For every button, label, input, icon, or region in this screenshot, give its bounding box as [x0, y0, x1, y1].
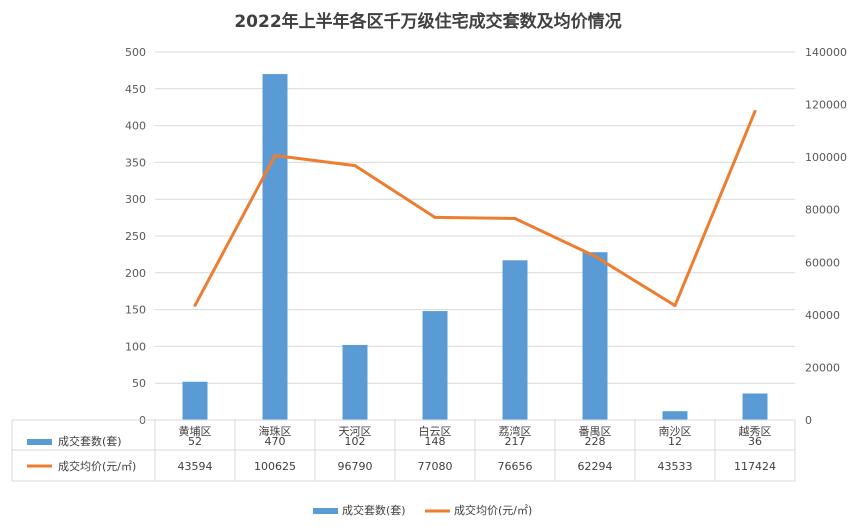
category-label: 越秀区 [739, 424, 772, 438]
line-point-0 [193, 303, 197, 307]
table-row-header-count: 成交套数(套) [58, 434, 122, 448]
price-cell: 43594 [178, 460, 213, 473]
left-tick-label: 100 [125, 340, 146, 353]
line-series [193, 109, 757, 308]
left-tick-label: 450 [125, 83, 146, 96]
right-tick-label: 60000 [805, 256, 840, 269]
left-tick-label: 400 [125, 120, 146, 133]
legend-label-count: 成交套数(套) [342, 503, 406, 517]
right-tick-label: 140000 [805, 46, 847, 59]
left-tick-label: 200 [125, 267, 146, 280]
legend-key-bar [313, 508, 338, 514]
left-tick-label: 500 [125, 46, 146, 59]
left-tick-label: 250 [125, 230, 146, 243]
price-cell: 100625 [254, 460, 296, 473]
count-cell: 12 [668, 435, 682, 448]
right-tick-label: 40000 [805, 309, 840, 322]
bar-1 [262, 74, 288, 420]
category-label: 荔湾区 [499, 424, 532, 438]
line-point-5 [593, 254, 597, 258]
count-cell: 36 [748, 435, 762, 448]
price-cell: 77080 [418, 460, 453, 473]
category-label: 南沙区 [659, 425, 692, 438]
price-cell: 43533 [658, 460, 693, 473]
price-cell: 96790 [338, 460, 373, 473]
count-cell: 148 [425, 435, 446, 448]
bar-3 [422, 311, 448, 420]
left-tick-label: 300 [125, 193, 146, 206]
right-axis-ticks: 0 20000 40000 60000 80000 100000 120000 140000 [805, 46, 847, 427]
bar-5 [582, 252, 608, 420]
line-point-6 [673, 304, 677, 308]
category-label: 白云区 [419, 424, 452, 438]
left-tick-label: 350 [125, 156, 146, 169]
price-line [193, 110, 757, 308]
bar-7 [742, 393, 768, 420]
count-cell: 217 [505, 435, 526, 448]
right-tick-label: 20000 [805, 361, 840, 374]
category-label: 黄埔区 [179, 424, 212, 438]
count-cell: 470 [265, 435, 286, 448]
table-key-bar [27, 439, 52, 445]
price-cell: 117424 [734, 460, 776, 473]
legend-label-price: 成交均价(元/㎡) [454, 503, 532, 517]
right-tick-label: 0 [805, 414, 812, 427]
category-label: 天河区 [339, 425, 372, 438]
left-axis-ticks: 050100150200250300350400450500 [125, 46, 146, 427]
bar-4 [502, 260, 528, 420]
count-cell: 52 [188, 435, 202, 448]
price-cell: 76656 [498, 460, 533, 473]
category-label: 番禺区 [579, 425, 612, 438]
line-point-1 [273, 154, 277, 157]
bar-6 [662, 411, 688, 420]
right-tick-label: 100000 [805, 151, 847, 164]
bar-0 [182, 381, 208, 420]
price-cell: 62294 [578, 460, 613, 473]
count-cell: 228 [585, 435, 606, 448]
gridlines [155, 51, 795, 384]
line-point-4 [513, 217, 517, 221]
chart-title: 2022年上半年各区千万级住宅成交套数及均价情况 [234, 11, 621, 32]
bar-2 [342, 344, 368, 420]
bar-series [182, 74, 768, 420]
right-tick-label: 120000 [805, 99, 847, 112]
line-point-2 [353, 164, 357, 168]
line-point-3 [433, 215, 437, 219]
category-label: 海珠区 [259, 424, 292, 438]
left-tick-label: 150 [125, 304, 146, 317]
table-row-header-price: 成交均价(元/㎡) [58, 459, 136, 473]
left-tick-label: 50 [132, 377, 146, 390]
legend: 成交套数(套) 成交均价(元/㎡) [313, 503, 532, 517]
right-tick-label: 80000 [805, 204, 840, 217]
count-cell: 102 [345, 435, 366, 448]
line-point-7 [753, 109, 757, 113]
